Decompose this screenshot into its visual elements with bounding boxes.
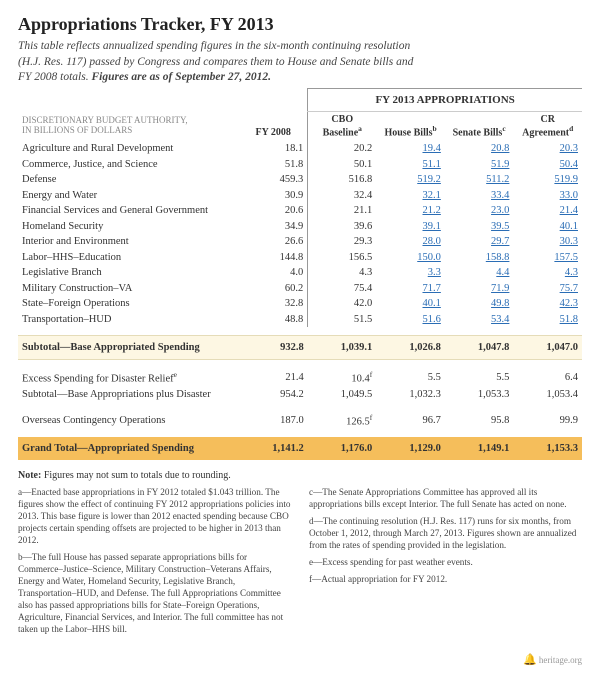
footnote-e: e—Excess spending for past weather event…: [309, 557, 582, 569]
footnote-a: a—Enacted base appropriations in FY 2012…: [18, 487, 291, 547]
appropriations-table: FY 2013 APPROPRIATIONS DISCRETIONARY BUD…: [18, 88, 582, 461]
table-row: Energy and Water30.932.432.133.433.0: [18, 187, 582, 203]
footnote-c: c—The Senate Appropriations Committee ha…: [309, 487, 582, 511]
subtotal-disaster: Subtotal—Base Appropriations plus Disast…: [18, 387, 582, 403]
table-row: Commerce, Justice, and Science51.850.151…: [18, 156, 582, 172]
discretionary-label: DISCRETIONARY BUDGET AUTHORITY,IN BILLIO…: [18, 111, 239, 141]
table-row: Agriculture and Rural Development18.120.…: [18, 141, 582, 157]
superheader: FY 2013 APPROPRIATIONS: [308, 88, 582, 111]
footnote-f: f—Actual appropriation for FY 2012.: [309, 574, 582, 586]
grand-total: Grand Total—Appropriated Spending1,141.2…: [18, 437, 582, 460]
col-cbo: CBOBaselinea: [308, 111, 377, 141]
table-row: Transportation–HUD48.851.551.653.451.8: [18, 311, 582, 327]
table-row: Military Construction–VA60.275.471.771.9…: [18, 280, 582, 296]
table-row: Defense459.3516.8519.2511.2519.9: [18, 172, 582, 188]
table-row: Interior and Environment26.629.328.029.7…: [18, 234, 582, 250]
subtitle: This table reflects annualized spending …: [18, 39, 582, 86]
brand: 🔔 heritage.org: [0, 651, 600, 676]
excess-row: Excess Spending for Disaster Reliefe21.4…: [18, 368, 582, 387]
oco-row: Overseas Contingency Operations187.0126.…: [18, 410, 582, 429]
bell-icon: 🔔: [523, 654, 537, 666]
col-fy2008: FY 2008: [239, 111, 308, 141]
col-cr: CRAgreementd: [513, 111, 582, 141]
col-senate: Senate Billsc: [445, 111, 514, 141]
page-title: Appropriations Tracker, FY 2013: [18, 14, 582, 35]
table-row: State–Foreign Operations32.842.040.149.8…: [18, 296, 582, 312]
footnotes: a—Enacted base appropriations in FY 2012…: [18, 487, 582, 640]
col-house: House Billsb: [376, 111, 445, 141]
table-row: Legislative Branch4.04.33.34.44.3: [18, 265, 582, 281]
footnote-d: d—The continuing resolution (H.J. Res. 1…: [309, 516, 582, 552]
footnote-b: b—The full House has passed separate app…: [18, 552, 291, 636]
note: Note: Figures may not sum to totals due …: [18, 470, 582, 481]
table-row: Financial Services and General Governmen…: [18, 203, 582, 219]
table-row: Labor–HHS–Education144.8156.5150.0158.81…: [18, 249, 582, 265]
table-row: Homeland Security34.939.639.139.540.1: [18, 218, 582, 234]
subtotal-base: Subtotal—Base Appropriated Spending932.8…: [18, 335, 582, 359]
